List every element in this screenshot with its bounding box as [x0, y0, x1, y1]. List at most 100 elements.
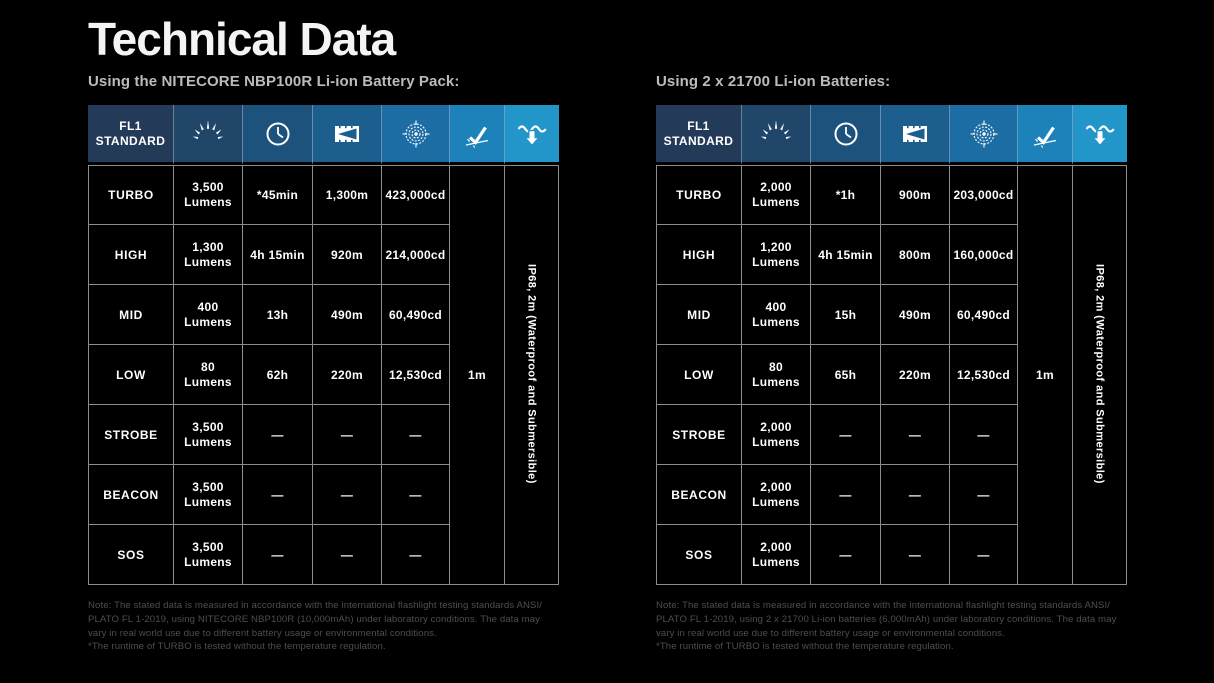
lumens-cell: 1,200 Lumens	[742, 225, 811, 285]
distance-cell: 490m	[881, 285, 950, 345]
subtitle-nbp100r: Using the NITECORE NBP100R Li-ion Batter…	[88, 73, 460, 90]
page-title: Technical Data	[88, 13, 396, 65]
runtime-cell: 65h	[811, 345, 881, 405]
table-row-high: HIGH 1,200 Lumens 4h 15min 800m 160,000cd	[656, 225, 1127, 285]
runtime-cell: 4h 15min	[811, 225, 881, 285]
runtime-cell: —	[811, 405, 881, 465]
runtime-clock-icon	[811, 105, 881, 165]
brightness-lumens-icon	[174, 105, 243, 165]
lumens-cell: 2,000 Lumens	[742, 465, 811, 525]
intensity-cell: —	[382, 465, 450, 525]
impact-resistance-icon	[1018, 105, 1073, 165]
mode-cell: BEACON	[88, 465, 174, 525]
intensity-cell: —	[950, 405, 1018, 465]
runtime-cell: 15h	[811, 285, 881, 345]
mode-cell: TURBO	[656, 165, 742, 225]
mode-cell: HIGH	[656, 225, 742, 285]
fl1-label: FL1	[687, 118, 710, 133]
lumens-cell: 2,000 Lumens	[742, 405, 811, 465]
section-nbp100r: Using the NITECORE NBP100R Li-ion Batter…	[88, 73, 559, 654]
distance-cell: —	[313, 405, 382, 465]
brightness-lumens-icon	[742, 105, 811, 165]
intensity-cell: 60,490cd	[382, 285, 450, 345]
runtime-cell: —	[811, 465, 881, 525]
runtime-cell: *45min	[243, 165, 313, 225]
table-row-strobe: STROBE 3,500 Lumens — — —	[88, 405, 559, 465]
note-21700: Note: The stated data is measured in acc…	[656, 599, 1127, 654]
page: Technical Data Using the NITECORE NBP100…	[88, 13, 1214, 654]
intensity-cell: 160,000cd	[950, 225, 1018, 285]
intensity-cell: 423,000cd	[382, 165, 450, 225]
spec-table-nbp100r: FL1 STANDARD TURBO	[88, 105, 559, 585]
runtime-cell: —	[243, 405, 313, 465]
intensity-cell: 12,530cd	[382, 345, 450, 405]
intensity-cell: —	[382, 405, 450, 465]
table-row-strobe: STROBE 2,000 Lumens — — —	[656, 405, 1127, 465]
distance-cell: 900m	[881, 165, 950, 225]
fl1-standard-header: FL1 STANDARD	[88, 105, 174, 165]
distance-cell: 220m	[881, 345, 950, 405]
mode-cell: SOS	[656, 525, 742, 585]
mode-cell: LOW	[656, 345, 742, 405]
note-footnote: *The runtime of TURBO is tested without …	[88, 641, 386, 653]
mode-cell: HIGH	[88, 225, 174, 285]
lumens-cell: 3,500 Lumens	[174, 465, 243, 525]
waterproof-cell: IP68, 2m (Waterproof and Submersible)	[505, 165, 559, 585]
standard-label: STANDARD	[663, 133, 734, 148]
distance-cell: 1,300m	[313, 165, 382, 225]
impact-resistance-cell: 1m	[1018, 165, 1073, 585]
runtime-cell: —	[243, 465, 313, 525]
waterproof-text: IP68, 2m (Waterproof and Submersible)	[1093, 263, 1106, 484]
header-row: FL1 STANDARD	[88, 105, 559, 165]
beam-distance-icon	[881, 105, 950, 165]
mode-cell: STROBE	[88, 405, 174, 465]
distance-cell: 220m	[313, 345, 382, 405]
distance-cell: —	[881, 525, 950, 585]
intensity-cell: —	[950, 525, 1018, 585]
runtime-clock-icon	[243, 105, 313, 165]
waterproof-submersible-icon	[505, 105, 559, 165]
distance-cell: —	[313, 525, 382, 585]
intensity-cell: —	[382, 525, 450, 585]
table-row-turbo: TURBO 2,000 Lumens *1h 900m 203,000cd 1m …	[656, 165, 1127, 585]
lumens-cell: 2,000 Lumens	[742, 525, 811, 585]
lumens-cell: 80 Lumens	[742, 345, 811, 405]
section-21700: Using 2 x 21700 Li-ion Batteries: FL1 ST…	[656, 73, 1127, 654]
lumens-cell: 3,500 Lumens	[174, 405, 243, 465]
distance-cell: —	[881, 405, 950, 465]
table-row-low: LOW 80 Lumens 65h 220m 12,530cd	[656, 345, 1127, 405]
subtitle-21700: Using 2 x 21700 Li-ion Batteries:	[656, 73, 891, 90]
standard-label: STANDARD	[95, 133, 166, 148]
tables-row: Using the NITECORE NBP100R Li-ion Batter…	[88, 73, 1214, 654]
distance-cell: 490m	[313, 285, 382, 345]
table-row-beacon: BEACON 3,500 Lumens — — —	[88, 465, 559, 525]
header-row: FL1 STANDARD	[656, 105, 1127, 165]
waterproof-text: IP68, 2m (Waterproof and Submersible)	[525, 263, 538, 484]
mode-cell: TURBO	[88, 165, 174, 225]
fl1-standard-header: FL1 STANDARD	[656, 105, 742, 165]
distance-cell: 800m	[881, 225, 950, 285]
table-row-mid: MID 400 Lumens 13h 490m 60,490cd	[88, 285, 559, 345]
note-main: Note: The stated data is measured in acc…	[656, 600, 1117, 639]
lumens-cell: 3,500 Lumens	[174, 525, 243, 585]
runtime-cell: —	[811, 525, 881, 585]
intensity-cell: 60,490cd	[950, 285, 1018, 345]
fl1-label: FL1	[119, 118, 142, 133]
runtime-cell: —	[243, 525, 313, 585]
mode-cell: BEACON	[656, 465, 742, 525]
intensity-cell: 203,000cd	[950, 165, 1018, 225]
mode-cell: MID	[88, 285, 174, 345]
table-row-sos: SOS 3,500 Lumens — — —	[88, 525, 559, 585]
waterproof-cell: IP68, 2m (Waterproof and Submersible)	[1073, 165, 1127, 585]
mode-cell: SOS	[88, 525, 174, 585]
impact-resistance-cell: 1m	[450, 165, 505, 585]
note-main: Note: The stated data is measured in acc…	[88, 600, 543, 639]
lumens-cell: 400 Lumens	[174, 285, 243, 345]
lumens-cell: 400 Lumens	[742, 285, 811, 345]
table-row-mid: MID 400 Lumens 15h 490m 60,490cd	[656, 285, 1127, 345]
waterproof-submersible-icon	[1073, 105, 1127, 165]
runtime-cell: 62h	[243, 345, 313, 405]
runtime-cell: *1h	[811, 165, 881, 225]
table-row-low: LOW 80 Lumens 62h 220m 12,530cd	[88, 345, 559, 405]
table-row-beacon: BEACON 2,000 Lumens — — —	[656, 465, 1127, 525]
